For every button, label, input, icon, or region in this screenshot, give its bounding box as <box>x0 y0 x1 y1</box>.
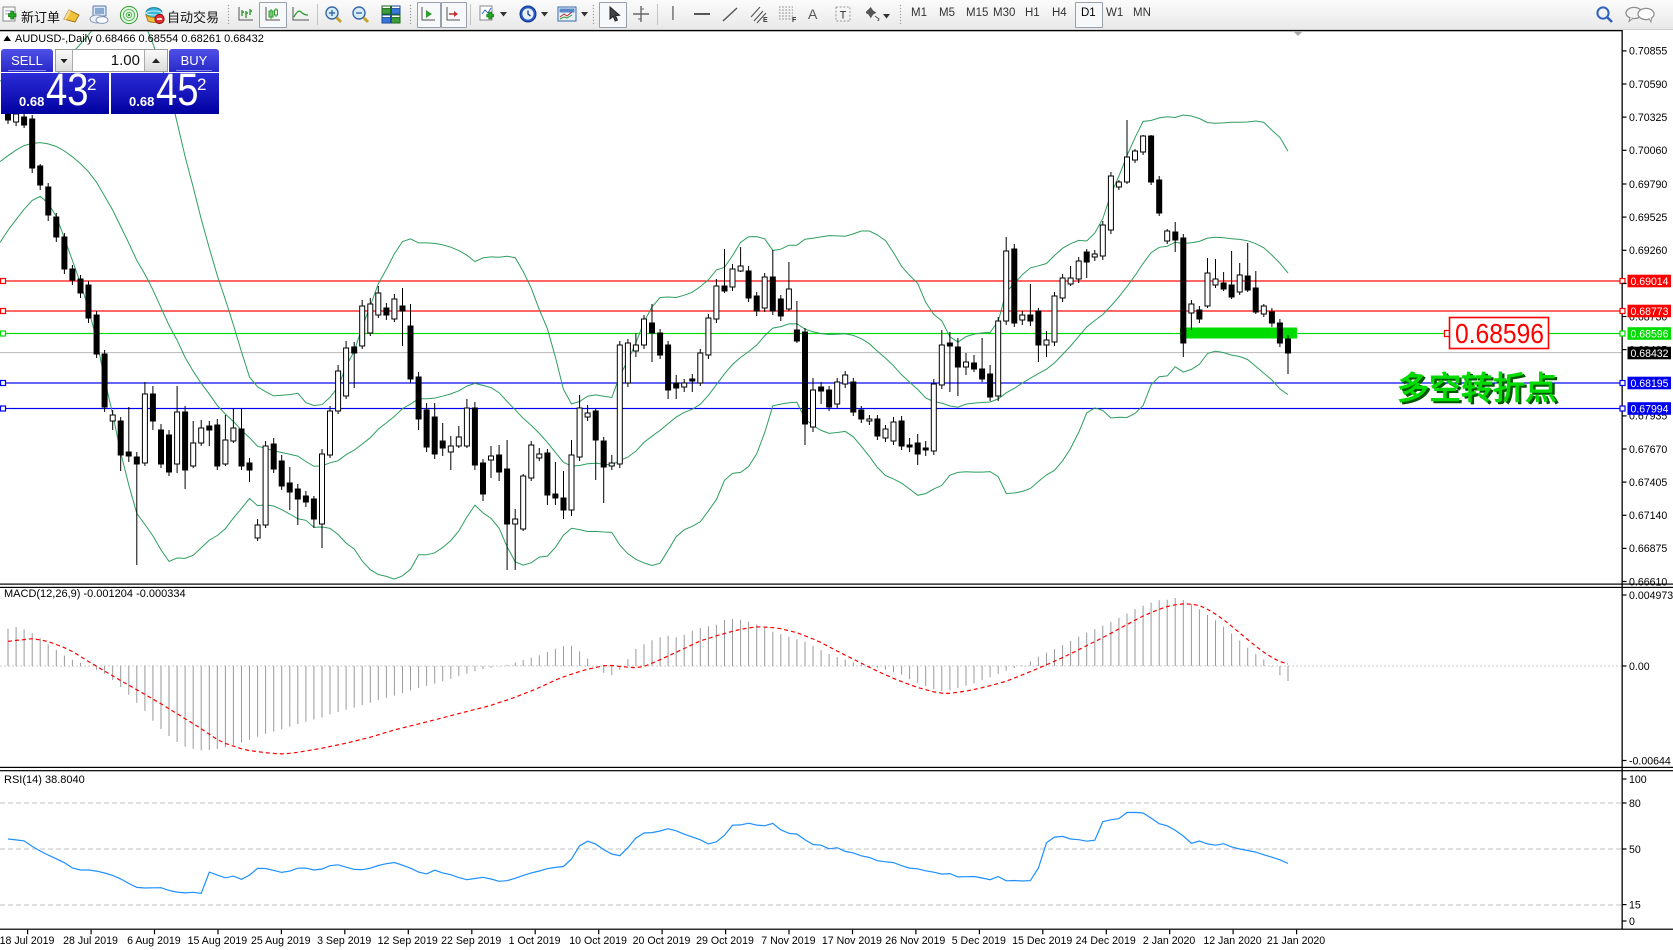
svg-text:18 Jul 2019: 18 Jul 2019 <box>0 935 54 947</box>
svg-text:21 Jan 2020: 21 Jan 2020 <box>1267 935 1325 947</box>
svg-text:0.69260: 0.69260 <box>1629 245 1667 257</box>
svg-text:12 Jan 2020: 12 Jan 2020 <box>1203 935 1261 947</box>
svg-text:29 Oct 2019: 29 Oct 2019 <box>696 935 754 947</box>
svg-text:26 Nov 2019: 26 Nov 2019 <box>885 935 945 947</box>
svg-text:0.70855: 0.70855 <box>1629 46 1667 58</box>
svg-text:80: 80 <box>1629 798 1641 810</box>
svg-text:28 Jul 2019: 28 Jul 2019 <box>63 935 118 947</box>
svg-text:3 Sep 2019: 3 Sep 2019 <box>317 935 371 947</box>
svg-text:0.68596: 0.68596 <box>1631 329 1669 341</box>
svg-text:0.68195: 0.68195 <box>1631 378 1669 390</box>
svg-text:0.69014: 0.69014 <box>1631 276 1669 288</box>
svg-text:0.68432: 0.68432 <box>1631 348 1669 360</box>
svg-text:0.70590: 0.70590 <box>1629 79 1667 91</box>
svg-text:1 Oct 2019: 1 Oct 2019 <box>509 935 561 947</box>
svg-text:7 Nov 2019: 7 Nov 2019 <box>761 935 815 947</box>
svg-text:6 Aug 2019: 6 Aug 2019 <box>127 935 181 947</box>
svg-text:50: 50 <box>1629 844 1641 856</box>
svg-text:15 Aug 2019: 15 Aug 2019 <box>188 935 248 947</box>
svg-text:0.68773: 0.68773 <box>1631 306 1669 318</box>
svg-text:RSI(14) 38.8040: RSI(14) 38.8040 <box>4 774 85 786</box>
svg-text:0.66875: 0.66875 <box>1629 543 1667 555</box>
svg-text:0.69525: 0.69525 <box>1629 212 1667 224</box>
svg-text:15 Dec 2019: 15 Dec 2019 <box>1012 935 1072 947</box>
svg-text:0.67405: 0.67405 <box>1629 477 1667 489</box>
svg-text:20 Oct 2019: 20 Oct 2019 <box>633 935 691 947</box>
svg-text:0.68596: 0.68596 <box>1455 318 1544 349</box>
svg-text:15: 15 <box>1629 899 1641 911</box>
svg-text:0.004973: 0.004973 <box>1629 590 1673 602</box>
svg-text:F: F <box>792 17 797 24</box>
svg-text:100: 100 <box>1629 774 1647 786</box>
svg-text:AUDUSD-,Daily 0.68466 0.68554: AUDUSD-,Daily 0.68466 0.68554 0.68261 0.… <box>15 33 264 45</box>
svg-text:E: E <box>763 17 768 24</box>
svg-text:17 Nov 2019: 17 Nov 2019 <box>822 935 882 947</box>
svg-text:2 Jan 2020: 2 Jan 2020 <box>1143 935 1196 947</box>
svg-text:T: T <box>840 10 847 22</box>
svg-text:0: 0 <box>1629 916 1635 928</box>
svg-text:-0.00644: -0.00644 <box>1629 755 1671 767</box>
svg-text:MACD(12,26,9) -0.001204 -0.000: MACD(12,26,9) -0.001204 -0.000334 <box>4 588 186 600</box>
svg-text:0.70060: 0.70060 <box>1629 145 1667 157</box>
svg-text:0.67994: 0.67994 <box>1631 404 1669 416</box>
svg-text:22 Sep 2019: 22 Sep 2019 <box>441 935 501 947</box>
svg-text:24 Dec 2019: 24 Dec 2019 <box>1076 935 1136 947</box>
svg-text:0.69790: 0.69790 <box>1629 179 1667 191</box>
svg-text:0.67670: 0.67670 <box>1629 444 1667 456</box>
svg-text:0.00: 0.00 <box>1629 661 1650 673</box>
svg-text:多空转折点: 多空转折点 <box>1400 372 1560 408</box>
svg-text:0.70325: 0.70325 <box>1629 112 1667 124</box>
svg-text:0.66610: 0.66610 <box>1629 576 1667 588</box>
svg-text:0.67140: 0.67140 <box>1629 510 1667 522</box>
svg-text:多空转折点: 多空转折点 <box>1397 370 1557 406</box>
svg-text:12 Sep 2019: 12 Sep 2019 <box>378 935 438 947</box>
svg-text:25 Aug 2019: 25 Aug 2019 <box>251 935 311 947</box>
svg-text:10 Oct 2019: 10 Oct 2019 <box>569 935 627 947</box>
svg-text:5 Dec 2019: 5 Dec 2019 <box>952 935 1006 947</box>
